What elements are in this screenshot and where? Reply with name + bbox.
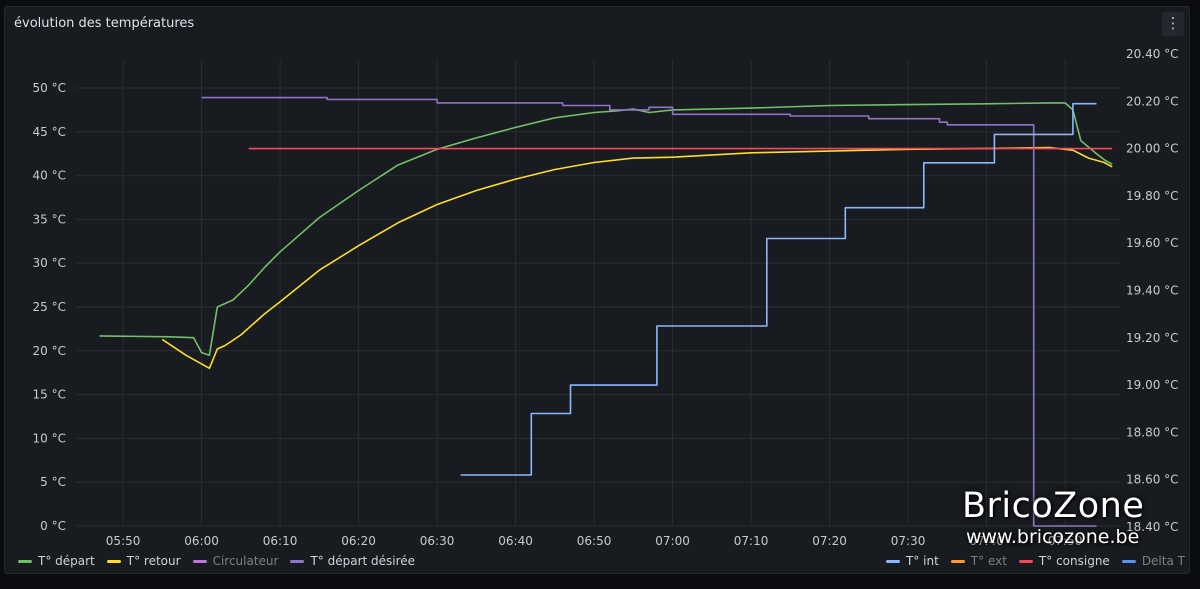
x-tick-label: 05:50 [106, 534, 141, 548]
y-left-tick-label: 10 °C [33, 431, 66, 445]
y-right-tick-label: 19.20 °C [1126, 331, 1179, 345]
legend-label: T° ext [970, 554, 1007, 568]
y-left-tick-label: 50 °C [33, 81, 66, 95]
y-left-tick-label: 25 °C [33, 300, 66, 314]
y-right-tick-label: 20.00 °C [1126, 142, 1179, 156]
legend-item[interactable]: T° consigne [1018, 554, 1110, 568]
y-left-tick-label: 45 °C [33, 125, 66, 139]
legend-label: T° int [906, 554, 939, 568]
y-right-tick-label: 19.60 °C [1126, 236, 1179, 250]
y-left-tick-label: 0 °C [40, 519, 66, 533]
legend-swatch [290, 559, 305, 563]
series-line-t-int [460, 102, 1097, 476]
legend-item[interactable]: T° retour [106, 554, 181, 568]
watermark-url: www.bricozone.be [966, 526, 1140, 548]
y-right-tick-label: 19.80 °C [1126, 189, 1179, 203]
legend-label: T° retour [126, 554, 181, 568]
y-right-tick-label: 20.20 °C [1126, 94, 1179, 108]
legend-swatch [106, 559, 121, 563]
legend-item[interactable]: T° départ [18, 554, 95, 568]
legend-swatch [18, 559, 32, 563]
y-right-tick-label: 18.60 °C [1126, 473, 1179, 487]
y-left-tick-label: 35 °C [33, 212, 66, 226]
legend-item[interactable]: Circulateur [192, 554, 279, 568]
x-tick-label: 06:00 [184, 534, 219, 548]
legend-swatch [886, 559, 900, 563]
panel-title: évolution des températures [14, 16, 195, 31]
y-right-tick-label: 18.40 °C [1126, 520, 1179, 534]
axis-ticks: 0 °C 5 °C 10 °C 15 °C 20 °C 25 °C 30 °C 35 °C 40… [33, 47, 1179, 548]
legend-left: T° départ T° retour Circulateur T° départ d… [18, 553, 427, 569]
legend-swatch [1121, 559, 1136, 563]
x-tick-label: 06:40 [498, 534, 533, 548]
x-tick-label: 07:50 [1048, 534, 1083, 548]
watermark: BricoZone www.bricozone.be [962, 486, 1144, 548]
legend-item[interactable]: T° ext [950, 554, 1007, 568]
y-right-tick-label: 19.00 °C [1126, 378, 1179, 392]
y-left-tick-label: 20 °C [33, 344, 66, 358]
y-right-tick-label: 19.40 °C [1126, 284, 1179, 298]
series-lines [99, 96, 1113, 527]
legend-item[interactable]: T° int [886, 554, 939, 568]
legend-swatch [950, 559, 965, 563]
series-line-t-depart [99, 102, 1113, 357]
x-tick-label: 06:30 [420, 534, 455, 548]
x-tick-label: 06:10 [263, 534, 298, 548]
y-left-tick-label: 30 °C [33, 256, 66, 270]
legend-label: Delta T [1141, 554, 1185, 568]
y-left-tick-label: 15 °C [33, 388, 66, 402]
legend-item[interactable]: T° départ désirée [290, 554, 415, 568]
y-right-tick-label: 18.80 °C [1126, 425, 1179, 439]
watermark-brand: BricoZone [962, 486, 1145, 526]
legend-label: Circulateur [212, 554, 279, 568]
x-tick-label: 06:20 [341, 534, 376, 548]
legend-item[interactable]: Delta T [1121, 554, 1185, 568]
x-tick-label: 06:50 [577, 534, 612, 548]
legend-label: T° départ désirée [310, 554, 416, 568]
legend-swatch [1018, 559, 1033, 563]
legend-label: T° départ [38, 554, 95, 568]
y-right-tick-label: 20.40 °C [1126, 47, 1179, 61]
legend-label: T° consigne [1038, 554, 1110, 568]
y-left-tick-label: 5 °C [40, 475, 66, 489]
legend-right: T° int T° ext T° consigne Delta T [886, 553, 1197, 569]
y-left-tick-label: 40 °C [33, 169, 66, 183]
x-tick-label: 07:10 [734, 534, 769, 548]
x-tick-label: 07:40 [969, 534, 1004, 548]
panel-menu-icon[interactable]: ⋮ [1162, 12, 1184, 36]
x-tick-label: 07:00 [655, 534, 690, 548]
x-tick-label: 07:30 [891, 534, 926, 548]
x-tick-label: 07:20 [812, 534, 847, 548]
grid [76, 60, 1120, 527]
series-line-t-depart-desiree [201, 96, 1097, 527]
legend-swatch [192, 559, 207, 563]
series-line-t-retour [161, 146, 1113, 370]
